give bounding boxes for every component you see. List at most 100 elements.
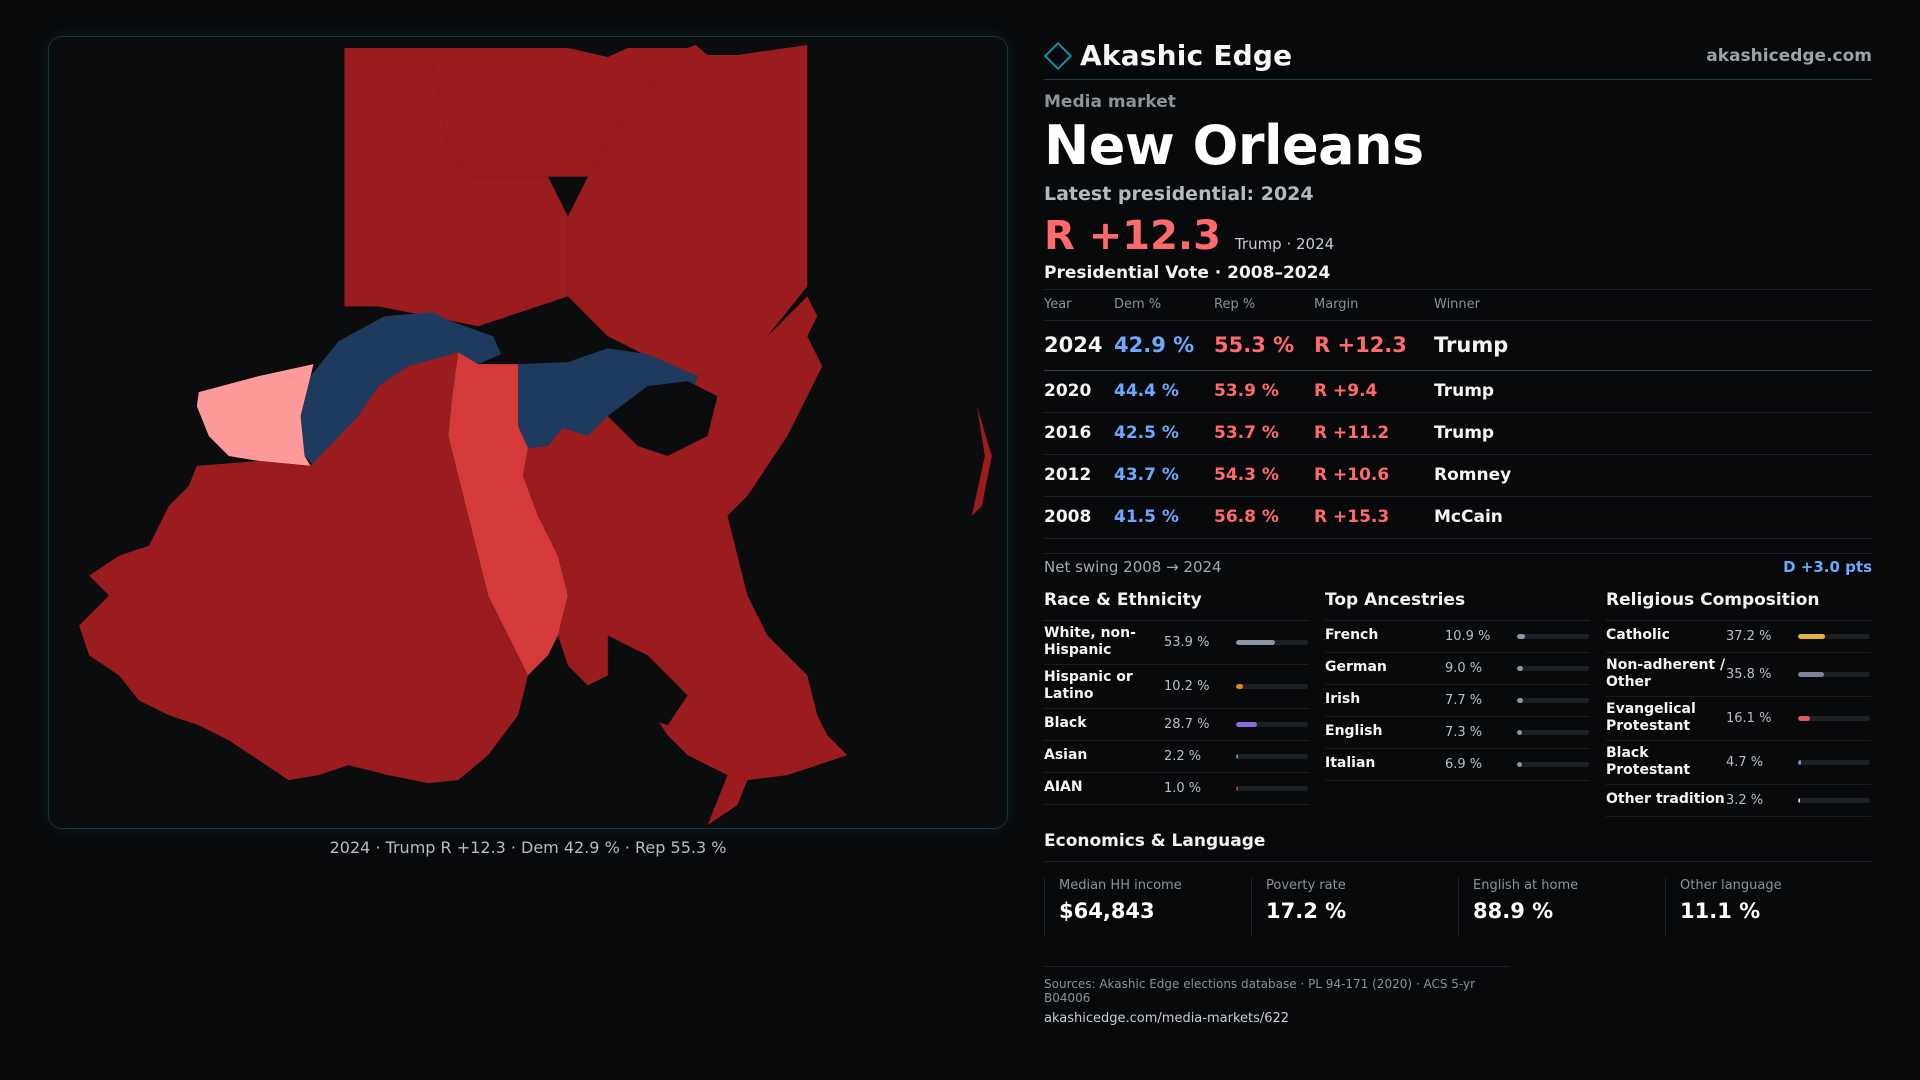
item-value: 7.3 % — [1445, 724, 1483, 740]
item-label: Hispanic or Latino — [1044, 668, 1133, 703]
coast-sliver-east[interactable] — [971, 406, 992, 516]
list-item: Evangelical Protestant 16.1 % — [1606, 697, 1871, 741]
share-bar — [1517, 633, 1589, 639]
share-bar-fill — [1798, 633, 1825, 639]
lake-water-north — [607, 381, 718, 456]
county-map[interactable] — [48, 36, 1008, 829]
item-label: German — [1325, 659, 1387, 676]
row-margin: R +11.2 — [1314, 412, 1434, 455]
ancestry-title: Top Ancestries — [1325, 590, 1590, 621]
sources-url[interactable]: akashicedge.com/media-markets/622 — [1044, 1010, 1290, 1026]
share-bar — [1517, 729, 1589, 735]
row-rep: 53.9 % — [1214, 370, 1314, 413]
econ-stat: Median HH income $64,843 — [1044, 877, 1251, 936]
table-row: 2024 42.9 % 55.3 % R +12.3 Trump — [1044, 320, 1872, 371]
row-year: 2016 — [1044, 412, 1114, 455]
share-bar — [1798, 797, 1870, 803]
item-label: English — [1325, 723, 1383, 740]
share-bar — [1236, 721, 1308, 727]
row-margin: R +10.6 — [1314, 454, 1434, 497]
share-bar — [1236, 785, 1308, 791]
row-dem: 41.5 % — [1114, 496, 1214, 539]
table-row: 2020 44.4 % 53.9 % R +9.4 Trump — [1044, 370, 1872, 413]
race-section: Race & Ethnicity White, non-Hispanic 53.9… — [1044, 590, 1309, 817]
share-bar-fill — [1236, 721, 1257, 727]
list-item: Irish 7.7 % — [1325, 685, 1590, 717]
share-bar — [1798, 715, 1870, 721]
county-lean-central[interactable] — [448, 352, 568, 676]
row-dem: 44.4 % — [1114, 370, 1214, 413]
item-value: 35.8 % — [1726, 666, 1772, 682]
headline-margin: R +12.3 — [1044, 213, 1221, 259]
market-kicker: Media market — [1044, 92, 1176, 112]
item-value: 4.7 % — [1726, 754, 1764, 770]
swing-value: D +3.0 pts — [1783, 557, 1872, 576]
item-value: 3.2 % — [1726, 792, 1764, 808]
county-southeast[interactable] — [523, 296, 848, 826]
row-year: 2012 — [1044, 454, 1114, 497]
share-bar-fill — [1236, 683, 1244, 689]
row-rep: 53.7 % — [1214, 412, 1314, 455]
econ-stat: English at home 88.9 % — [1458, 877, 1665, 936]
row-winner: McCain — [1434, 496, 1872, 539]
col-dem: Dem % — [1114, 290, 1214, 321]
item-value: 7.7 % — [1445, 692, 1483, 708]
list-item: White, non-Hispanic 53.9 % — [1044, 621, 1309, 665]
list-item: French 10.9 % — [1325, 621, 1590, 653]
item-label: Black — [1044, 715, 1087, 732]
county-dem-west[interactable] — [300, 312, 502, 466]
share-bar — [1517, 761, 1589, 767]
county-southwest[interactable] — [79, 352, 528, 784]
list-item: Other tradition 3.2 % — [1606, 785, 1871, 817]
item-value: 2.2 % — [1164, 748, 1202, 764]
list-item: Catholic 37.2 % — [1606, 621, 1871, 653]
brand-name: Akashic Edge — [1080, 39, 1293, 72]
share-bar-fill — [1236, 753, 1239, 759]
county-tilt-west[interactable] — [196, 364, 314, 466]
econ-label: Poverty rate — [1266, 877, 1346, 893]
item-value: 37.2 % — [1726, 628, 1772, 644]
list-item: Black Protestant 4.7 % — [1606, 741, 1871, 785]
row-dem: 42.5 % — [1114, 412, 1214, 455]
diamond-logo-icon — [1043, 41, 1073, 70]
list-item: Asian 2.2 % — [1044, 741, 1309, 773]
item-label: AIAN — [1044, 779, 1083, 796]
map-caption: 2024 · Trump R +12.3 · Dem 42.9 % · Rep … — [329, 838, 727, 857]
share-bar — [1798, 759, 1870, 765]
share-bar-fill — [1517, 729, 1523, 735]
item-label: Evangelical Protestant — [1606, 700, 1696, 735]
item-value: 16.1 % — [1726, 710, 1772, 726]
col-year: Year — [1044, 290, 1114, 321]
county-north-east[interactable] — [567, 44, 808, 377]
share-bar-fill — [1517, 633, 1525, 639]
map-svg — [49, 37, 1007, 828]
item-value: 10.2 % — [1164, 678, 1210, 694]
share-bar — [1236, 639, 1308, 645]
item-label: Catholic — [1606, 627, 1670, 644]
item-label: Asian — [1044, 747, 1088, 764]
econ-value: 88.9 % — [1473, 898, 1554, 923]
brand[interactable]: Akashic Edge — [1043, 39, 1293, 72]
econ-label: Median HH income — [1059, 877, 1182, 893]
list-item: Hispanic or Latino 10.2 % — [1044, 665, 1309, 709]
item-value: 53.9 % — [1164, 634, 1210, 650]
row-year: 2008 — [1044, 496, 1114, 539]
share-bar — [1798, 633, 1870, 639]
swing-label: Net swing 2008 → 2024 — [1044, 557, 1222, 576]
row-winner: Trump — [1434, 320, 1872, 371]
row-rep: 56.8 % — [1214, 496, 1314, 539]
county-north-west[interactable] — [344, 47, 568, 327]
list-item: AIAN 1.0 % — [1044, 773, 1309, 805]
row-dem: 43.7 % — [1114, 454, 1214, 497]
header: Akashic Edge akashicedge.com — [1043, 36, 1872, 80]
item-label: Black Protestant — [1606, 744, 1691, 779]
econ-row: Median HH income $64,843 Poverty rate 17… — [1044, 877, 1872, 936]
site-link[interactable]: akashicedge.com — [1706, 45, 1872, 66]
col-winner: Winner — [1434, 290, 1872, 321]
vote-table: Year Dem % Rep % Margin Winner 2024 42.9… — [1044, 290, 1872, 539]
county-north-center[interactable] — [428, 47, 658, 177]
row-rep: 54.3 % — [1214, 454, 1314, 497]
list-item: Italian 6.9 % — [1325, 749, 1590, 781]
share-bar-fill — [1236, 785, 1239, 791]
row-winner: Romney — [1434, 454, 1872, 497]
